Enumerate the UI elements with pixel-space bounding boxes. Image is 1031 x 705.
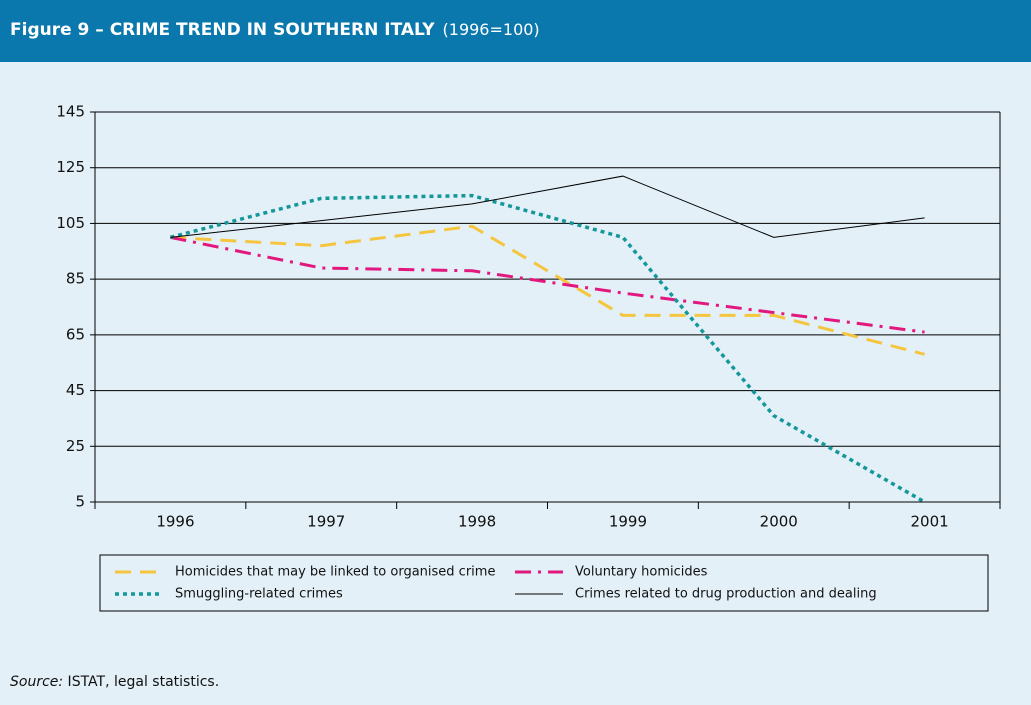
y-tick-label: 65 <box>66 325 85 343</box>
y-tick-label: 85 <box>66 270 85 288</box>
legend-label: Smuggling-related crimes <box>175 587 343 602</box>
y-tick-label: 45 <box>66 381 85 399</box>
legend-label: Homicides that may be linked to organise… <box>175 565 495 580</box>
y-tick-label: 145 <box>56 103 85 121</box>
legend-label: Voluntary homicides <box>575 565 708 580</box>
x-tick-label: 2000 <box>760 513 798 531</box>
x-tick-label: 2001 <box>910 513 948 531</box>
plot-area <box>95 112 1000 502</box>
header: Figure 9 – CRIME TREND IN SOUTHERN ITALY… <box>0 0 1031 62</box>
y-tick-label: 25 <box>66 437 85 455</box>
series-line <box>170 235 925 334</box>
chart-subtitle: (1996=100) <box>442 20 540 39</box>
series-line <box>169 193 926 504</box>
series-line <box>170 224 925 356</box>
y-tick-label: 105 <box>56 214 85 232</box>
legend-label: Crimes related to drug production and de… <box>575 587 877 602</box>
x-tick-label: 1996 <box>156 513 194 531</box>
x-tick-label: 1999 <box>609 513 647 531</box>
x-tick-label: 1997 <box>307 513 345 531</box>
y-tick-label: 125 <box>56 158 85 176</box>
series-line <box>170 175 925 238</box>
y-tick-label: 5 <box>75 493 85 511</box>
source-label: Source: <box>10 674 64 690</box>
source-text: ISTAT, legal statistics. <box>63 674 220 690</box>
source: Source: ISTAT, legal statistics. <box>10 674 219 690</box>
x-tick-label: 1998 <box>458 513 496 531</box>
chart-title: Figure 9 – CRIME TREND IN SOUTHERN ITALY <box>10 20 435 40</box>
title-row: Figure 9 – CRIME TREND IN SOUTHERN ITALY… <box>10 20 540 40</box>
legend-box <box>99 554 989 612</box>
